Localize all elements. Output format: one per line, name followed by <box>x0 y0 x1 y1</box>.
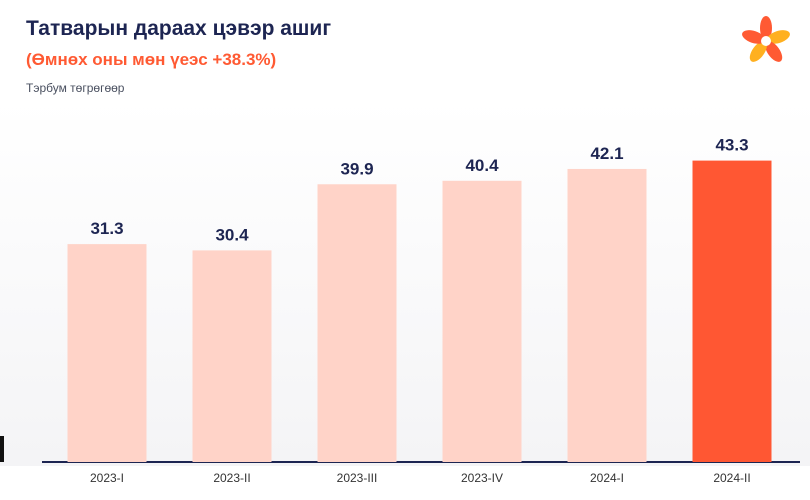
x-tick-label-2023-III: 2023-III <box>337 471 378 485</box>
data-label-2023-IV: 40.4 <box>465 156 499 175</box>
bar-2024-II <box>692 160 772 463</box>
data-label-2024-I: 42.1 <box>590 144 623 163</box>
unit-label: Тэрбум төгрөгөөр <box>26 81 125 95</box>
bar-2024-I <box>567 168 647 462</box>
data-label-2023-II: 30.4 <box>215 225 249 244</box>
x-tick-label-2024-II: 2024-II <box>713 471 750 485</box>
bar-2023-IV <box>442 180 522 463</box>
chart-subtitle: (Өмнөх оны мөн үеэс +38.3%) <box>26 50 277 69</box>
edge-marker <box>0 436 4 462</box>
flower-logo-icon <box>742 16 790 62</box>
bar-2023-III <box>317 184 397 462</box>
chart-title: Татварын дараах цэвэр ашиг <box>26 17 332 40</box>
bar-2023-II <box>192 250 272 462</box>
x-tick-label-2024-I: 2024-I <box>590 471 624 485</box>
x-tick-label-2023-I: 2023-I <box>90 471 124 485</box>
data-label-2023-III: 39.9 <box>340 159 373 178</box>
x-tick-label-2023-IV: 2023-IV <box>461 471 503 485</box>
bar-2023-I <box>67 244 147 462</box>
data-label-2023-I: 31.3 <box>90 219 123 238</box>
x-tick-label-2023-II: 2023-II <box>213 471 250 485</box>
data-label-2024-II: 43.3 <box>715 136 748 155</box>
